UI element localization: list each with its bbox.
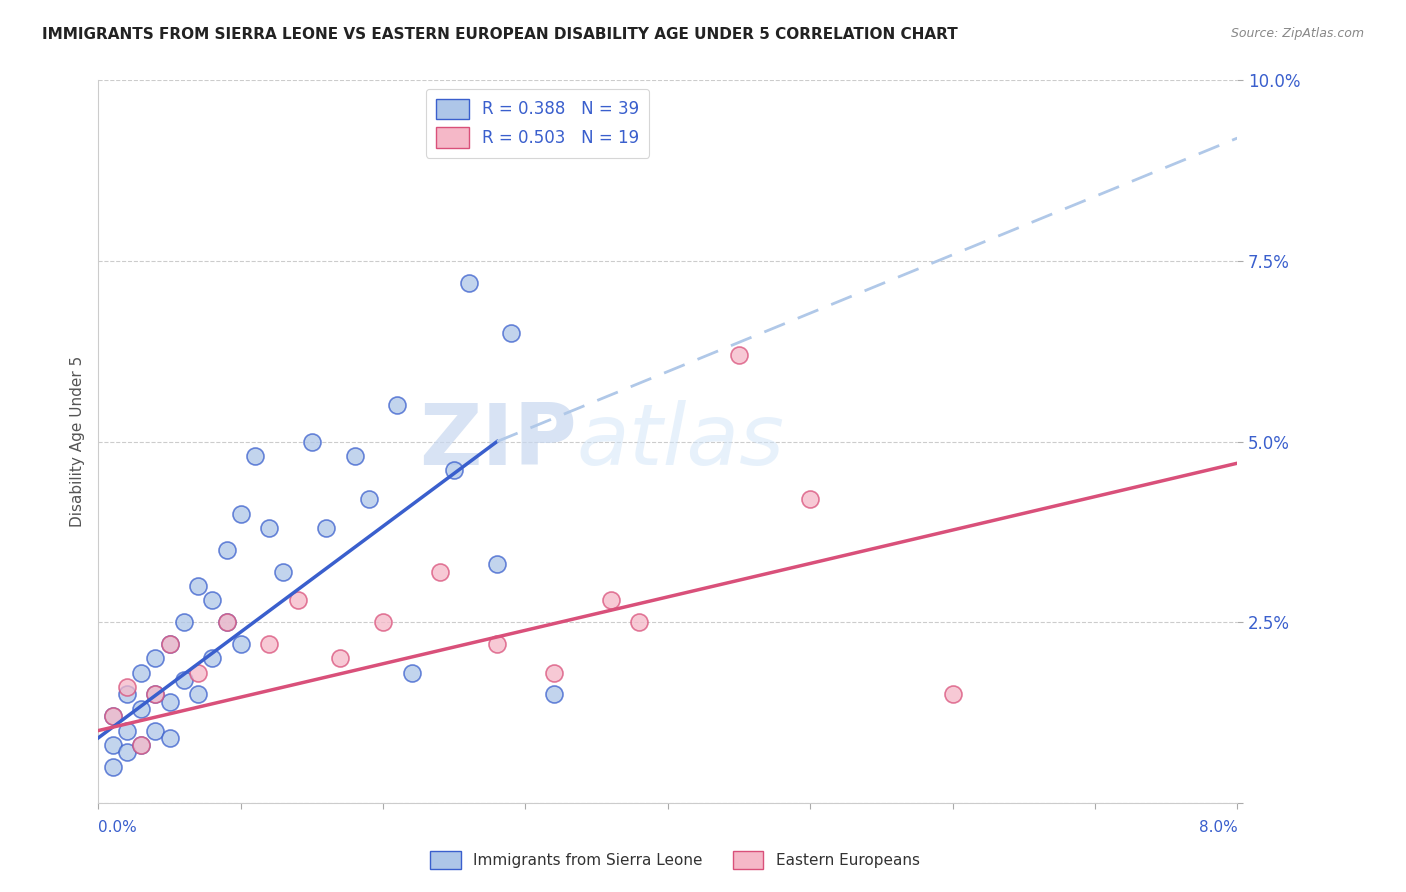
Point [145,687,167,701]
Point [101,760,124,774]
Y-axis label: Disability Age Under 5: Disability Age Under 5 [69,356,84,527]
Point [387,398,409,412]
Text: 8.0%: 8.0% [1198,820,1237,835]
Point [942,687,965,701]
Legend: Immigrants from Sierra Leone, Eastern Europeans: Immigrants from Sierra Leone, Eastern Eu… [425,845,925,875]
Point [159,637,181,651]
Point [486,637,509,651]
Text: Source: ZipAtlas.com: Source: ZipAtlas.com [1230,27,1364,40]
Point [159,731,181,745]
Text: ZIP: ZIP [419,400,576,483]
Point [115,723,138,738]
Point [287,593,309,607]
Point [486,558,509,572]
Point [145,687,167,701]
Point [101,709,124,723]
Point [129,738,152,752]
Point [115,745,138,759]
Point [145,651,167,665]
Point [187,579,209,593]
Point [443,463,465,477]
Point [357,492,380,507]
Point [173,673,195,687]
Point [401,665,423,680]
Point [215,542,238,557]
Point [129,665,152,680]
Legend: R = 0.388   N = 39, R = 0.503   N = 19: R = 0.388 N = 39, R = 0.503 N = 19 [426,88,650,158]
Point [273,565,295,579]
Point [543,687,565,701]
Point [315,521,337,535]
Point [187,687,209,701]
Point [429,565,451,579]
Point [115,687,138,701]
Point [259,637,281,651]
Point [457,276,479,290]
Point [129,702,152,716]
Point [728,348,751,362]
Point [371,615,394,630]
Point [101,709,124,723]
Point [229,637,252,651]
Point [215,615,238,630]
Point [215,615,238,630]
Point [173,615,195,630]
Point [600,593,623,607]
Point [115,680,138,694]
Point [159,695,181,709]
Text: atlas: atlas [576,400,785,483]
Point [101,738,124,752]
Text: IMMIGRANTS FROM SIERRA LEONE VS EASTERN EUROPEAN DISABILITY AGE UNDER 5 CORRELAT: IMMIGRANTS FROM SIERRA LEONE VS EASTERN … [42,27,957,42]
Point [145,723,167,738]
Point [799,492,821,507]
Point [201,651,224,665]
Point [259,521,281,535]
Point [159,637,181,651]
Point [129,738,152,752]
Point [187,665,209,680]
Point [343,449,366,463]
Point [229,507,252,521]
Point [501,326,523,340]
Point [301,434,323,449]
Point [329,651,352,665]
Point [201,593,224,607]
Point [243,449,266,463]
Point [628,615,651,630]
Text: 0.0%: 0.0% [98,820,138,835]
Point [543,665,565,680]
